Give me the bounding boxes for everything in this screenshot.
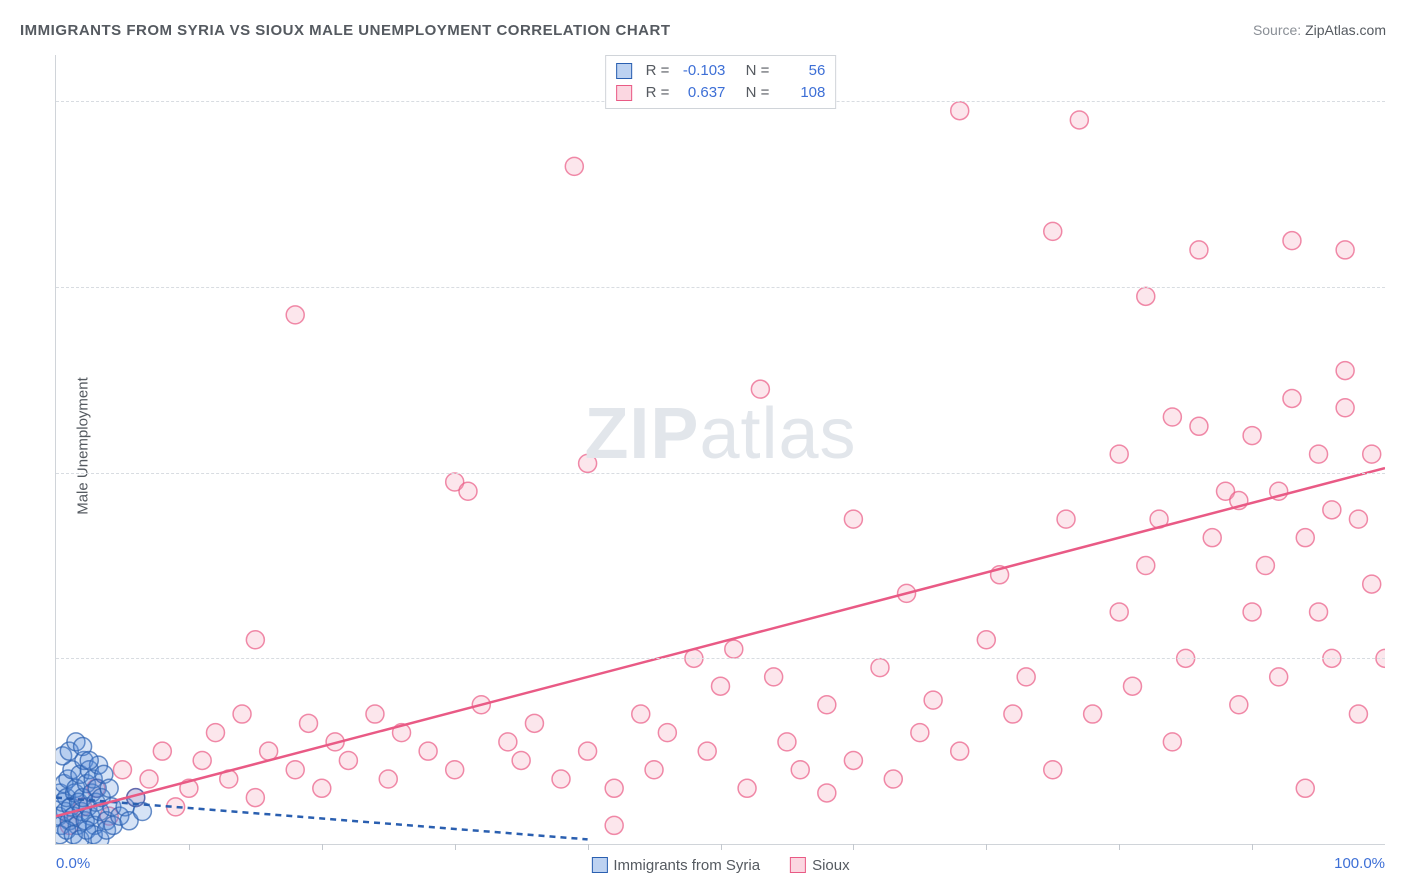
x-tick-label: 100.0% [1334,855,1385,872]
stat-n-label: N = [746,82,770,104]
stat-r-label: R = [646,60,670,82]
source-attribution: Source: ZipAtlas.com [1253,22,1386,38]
legend-swatch-b [790,857,806,873]
legend-item-a: Immigrants from Syria [591,857,760,874]
stat-n-label: N = [746,60,770,82]
y-tick-label: 20.0% [1397,650,1406,667]
swatch-series-a [616,63,632,79]
stats-legend-box: R = -0.103 N = 56 R = 0.637 N = 108 [605,55,837,109]
stat-r-label: R = [646,82,670,104]
source-value: ZipAtlas.com [1305,22,1386,38]
axis-legend: Immigrants from Syria Sioux [591,857,849,874]
legend-label-a: Immigrants from Syria [613,857,760,874]
plot-area: ZIPatlas R = -0.103 N = 56 R = 0.637 N =… [55,55,1385,845]
stat-r-a: -0.103 [677,60,725,82]
chart-container: IMMIGRANTS FROM SYRIA VS SIOUX MALE UNEM… [0,0,1406,892]
legend-swatch-a [591,857,607,873]
legend-item-b: Sioux [790,857,850,874]
stat-n-b: 108 [777,82,825,104]
y-tick-label: 40.0% [1397,464,1406,481]
x-tick-label: 0.0% [56,855,90,872]
legend-label-b: Sioux [812,857,850,874]
chart-title: IMMIGRANTS FROM SYRIA VS SIOUX MALE UNEM… [20,22,671,39]
stats-row-a: R = -0.103 N = 56 [616,60,826,82]
source-label: Source: [1253,22,1301,38]
stat-n-a: 56 [777,60,825,82]
y-tick-label: 60.0% [1397,279,1406,296]
chart-svg [56,55,1385,844]
stats-row-b: R = 0.637 N = 108 [616,82,826,104]
stat-r-b: 0.637 [677,82,725,104]
y-tick-label: 80.0% [1397,93,1406,110]
swatch-series-b [616,85,632,101]
